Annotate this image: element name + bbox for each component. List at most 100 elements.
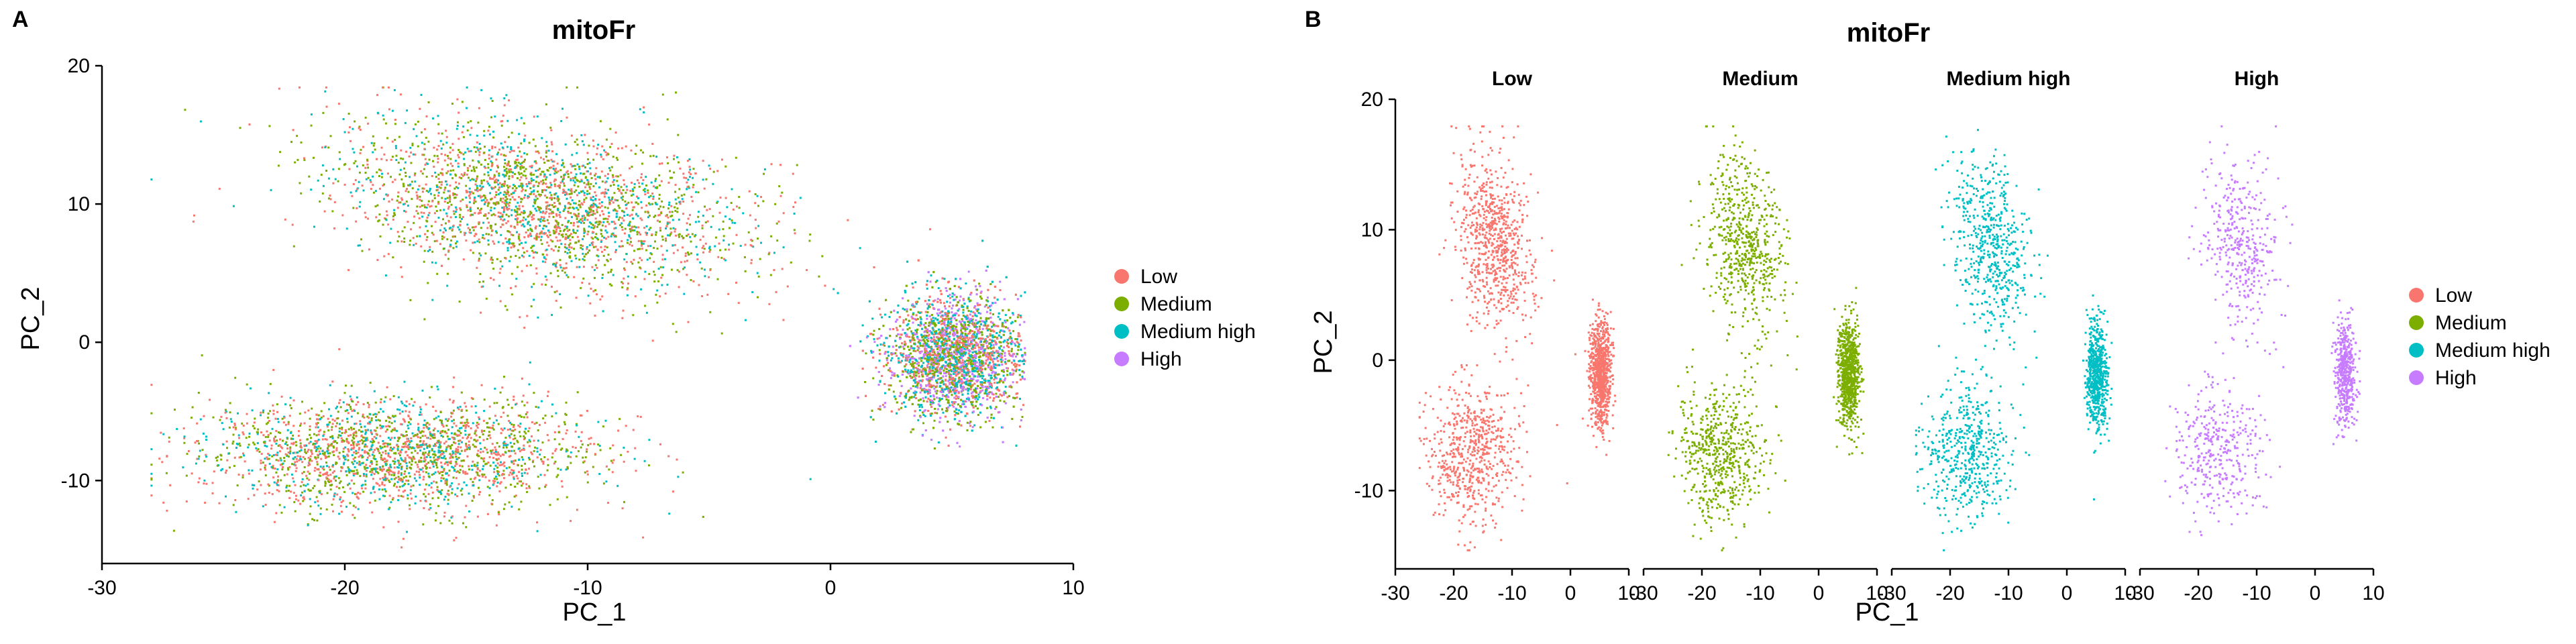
point [698,284,700,286]
point [363,416,366,419]
point [290,141,292,143]
point [455,449,458,452]
point [331,435,333,437]
point [606,218,609,221]
point [535,421,538,424]
point [489,464,492,467]
point [314,440,317,442]
point [331,423,334,425]
point [378,411,380,414]
point [468,465,470,468]
point [198,442,200,445]
point [452,400,455,402]
point [525,183,528,185]
point [444,197,447,200]
point [553,231,555,234]
point [266,456,268,459]
point [406,109,409,112]
point [576,86,579,89]
point [468,191,471,193]
point [500,427,502,430]
point [558,443,561,445]
point [654,186,657,189]
point [323,433,325,436]
point [455,127,458,130]
point [383,400,386,403]
point [629,215,631,217]
point [491,197,493,200]
point [458,301,461,303]
point [531,216,533,218]
point [502,473,505,476]
point [292,399,295,402]
point [612,176,614,178]
point [447,493,450,496]
point [454,235,456,238]
point [366,163,369,166]
point [422,442,425,445]
point [489,178,492,180]
point [474,180,477,182]
point [686,251,689,254]
point [319,513,322,515]
point [465,197,468,199]
point [368,454,371,457]
point [476,454,478,456]
point [526,411,529,414]
point [468,440,470,443]
point [465,526,468,529]
point [492,268,495,270]
point [358,443,360,445]
point [247,498,250,500]
point [824,284,826,287]
point [273,437,276,440]
point [338,402,341,405]
point [477,486,480,489]
point [488,233,490,235]
point [502,242,504,245]
point [508,231,511,233]
point [513,476,515,478]
point [479,148,482,150]
point [702,178,704,181]
point [398,235,400,238]
point [763,172,765,175]
point [511,460,513,463]
point [205,435,207,438]
point [582,252,584,255]
point [185,500,188,502]
point [531,461,534,464]
point [512,429,515,432]
point [423,440,425,443]
point [555,171,558,174]
point [618,190,621,193]
point [460,217,463,220]
point [390,176,392,178]
point [922,368,924,370]
point [516,221,519,223]
point [365,475,368,478]
point [563,174,566,176]
point [544,415,547,417]
point [284,218,286,221]
point [521,254,523,257]
point [324,455,327,458]
point [449,453,451,455]
point [423,456,426,459]
point [441,474,443,477]
point [395,154,398,157]
point [504,154,507,157]
point [466,424,468,426]
point [587,182,590,184]
point [656,186,659,189]
point [500,233,502,236]
point [637,239,640,242]
point [492,480,494,482]
point [661,254,664,256]
point [721,158,723,161]
point [439,441,442,443]
point [684,252,687,255]
point [729,227,731,229]
point [345,403,348,406]
point [464,516,466,519]
